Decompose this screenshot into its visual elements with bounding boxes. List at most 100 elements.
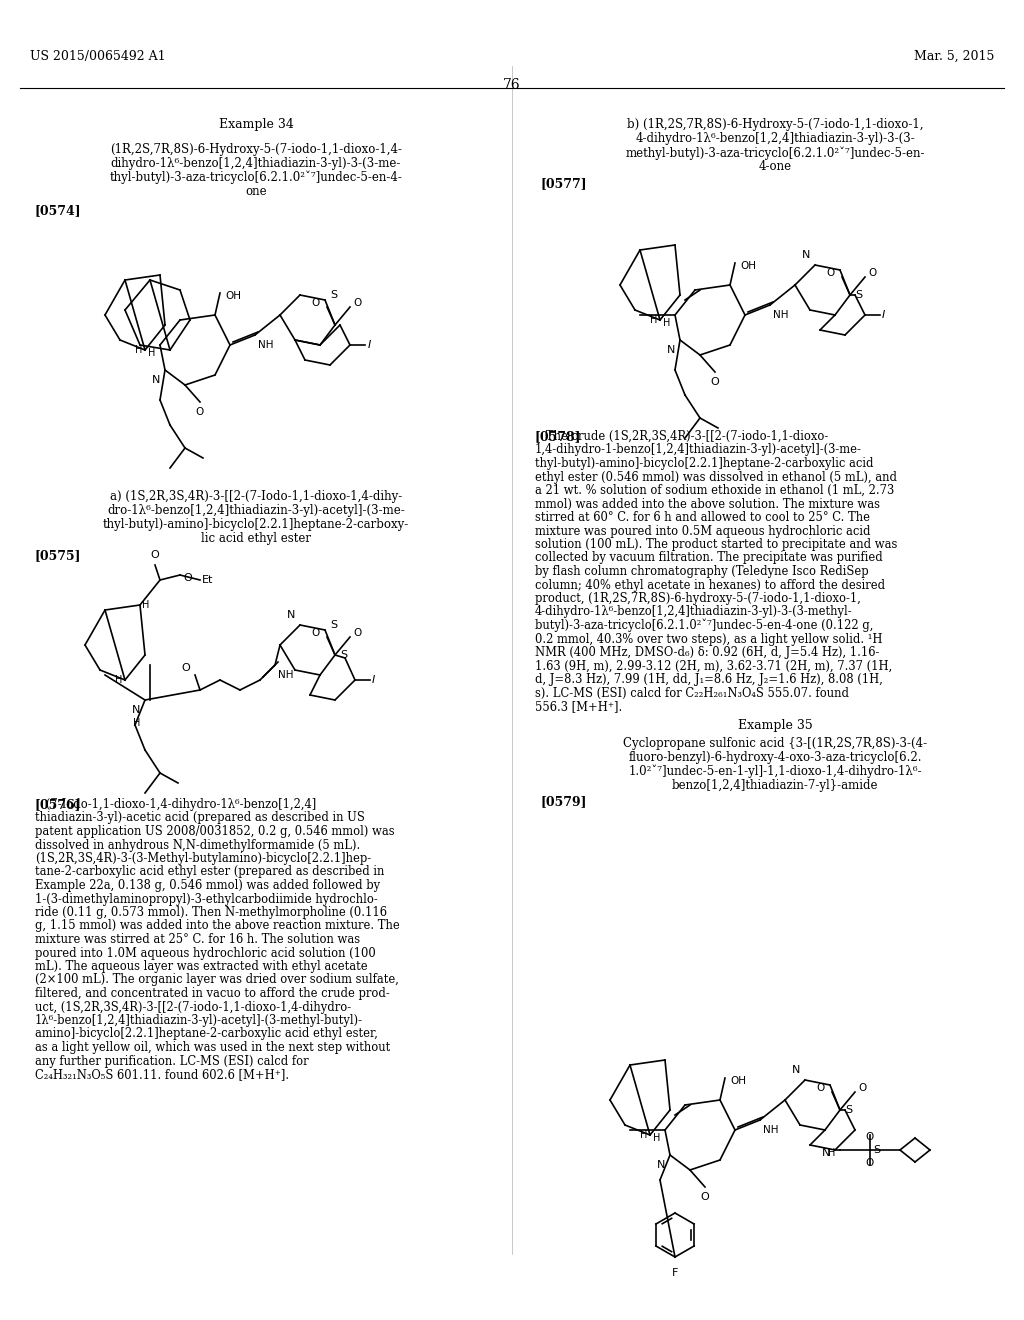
Text: Cyclopropane sulfonic acid {3-[(1R,2S,7R,8S)-3-(4-: Cyclopropane sulfonic acid {3-[(1R,2S,7R… — [623, 737, 927, 750]
Text: N: N — [656, 1160, 665, 1170]
Text: C₂₄H₃₂₁N₃O₅S 601.11. found 602.6 [M+H⁺].: C₂₄H₃₂₁N₃O₅S 601.11. found 602.6 [M+H⁺]. — [35, 1068, 289, 1081]
Text: Et: Et — [202, 576, 213, 585]
Text: OH: OH — [730, 1076, 746, 1086]
Text: F: F — [672, 1269, 678, 1278]
Text: N: N — [792, 1065, 800, 1074]
Text: OH: OH — [225, 290, 241, 301]
Text: Mar. 5, 2015: Mar. 5, 2015 — [913, 50, 994, 63]
Text: H: H — [147, 348, 155, 358]
Text: O: O — [868, 268, 877, 279]
Text: 556.3 [M+H⁺].: 556.3 [M+H⁺]. — [535, 700, 623, 713]
Text: NMR (400 MHz, DMSO-d₆) δ: 0.92 (6H, d, J=5.4 Hz), 1.16-: NMR (400 MHz, DMSO-d₆) δ: 0.92 (6H, d, J… — [535, 645, 880, 659]
Text: g, 1.15 mmol) was added into the above reaction mixture. The: g, 1.15 mmol) was added into the above r… — [35, 920, 399, 932]
Text: Example 34: Example 34 — [218, 117, 294, 131]
Text: Example 35: Example 35 — [737, 718, 812, 731]
Text: 1λ⁶-benzo[1,2,4]thiadiazin-3-yl)-acetyl]-(3-methyl-butyl)-: 1λ⁶-benzo[1,2,4]thiadiazin-3-yl)-acetyl]… — [35, 1014, 362, 1027]
Text: O: O — [711, 378, 720, 387]
Text: N: N — [821, 1148, 830, 1158]
Text: [0577]: [0577] — [540, 177, 587, 190]
Text: OH: OH — [740, 261, 756, 271]
Text: tane-2-carboxylic acid ethyl ester (prepared as described in: tane-2-carboxylic acid ethyl ester (prep… — [35, 866, 384, 879]
Text: NH: NH — [278, 671, 294, 680]
Text: S: S — [845, 1105, 852, 1115]
Text: one: one — [245, 185, 267, 198]
Text: H: H — [663, 318, 670, 327]
Text: O: O — [858, 1082, 866, 1093]
Text: S: S — [855, 290, 862, 300]
Text: 1,4-dihydro-1-benzo[1,2,4]thiadiazin-3-yl)-acetyl]-(3-me-: 1,4-dihydro-1-benzo[1,2,4]thiadiazin-3-y… — [535, 444, 862, 457]
Text: O: O — [826, 268, 835, 279]
Text: d, J=8.3 Hz), 7.99 (1H, dd, J₁=8.6 Hz, J₂=1.6 Hz), 8.08 (1H,: d, J=8.3 Hz), 7.99 (1H, dd, J₁=8.6 Hz, J… — [535, 673, 883, 686]
Text: 1.63 (9H, m), 2.99-3.12 (2H, m), 3.62-3.71 (2H, m), 7.37 (1H,: 1.63 (9H, m), 2.99-3.12 (2H, m), 3.62-3.… — [535, 660, 892, 672]
Text: 4-dihydro-1λ⁶-benzo[1,2,4]thiadiazin-3-yl)-3-(3-: 4-dihydro-1λ⁶-benzo[1,2,4]thiadiazin-3-y… — [635, 132, 914, 145]
Text: NH: NH — [258, 341, 273, 350]
Text: 76: 76 — [503, 78, 521, 92]
Text: patent application US 2008/0031852, 0.2 g, 0.546 mmol) was: patent application US 2008/0031852, 0.2 … — [35, 825, 394, 838]
Text: thyl-butyl)-amino]-bicyclo[2.2.1]heptane-2-carboxy-: thyl-butyl)-amino]-bicyclo[2.2.1]heptane… — [102, 517, 410, 531]
Text: 0.2 mmol, 40.3% over two steps), as a light yellow solid. ¹H: 0.2 mmol, 40.3% over two steps), as a li… — [535, 632, 883, 645]
Text: O: O — [817, 1082, 825, 1093]
Text: mmol) was added into the above solution. The mixture was: mmol) was added into the above solution.… — [535, 498, 880, 511]
Text: [0574]: [0574] — [35, 205, 82, 216]
Text: I: I — [882, 310, 886, 319]
Text: (1S,2R,3S,4R)-3-(3-Methyl-butylamino)-bicyclo[2.2.1]hep-: (1S,2R,3S,4R)-3-(3-Methyl-butylamino)-bi… — [35, 851, 371, 865]
Text: ethyl ester (0.546 mmol) was dissolved in ethanol (5 mL), and: ethyl ester (0.546 mmol) was dissolved i… — [535, 470, 897, 483]
Text: (1R,2S,7R,8S)-6-Hydroxy-5-(7-iodo-1,1-dioxo-1,4-: (1R,2S,7R,8S)-6-Hydroxy-5-(7-iodo-1,1-di… — [110, 143, 402, 156]
Text: any further purification. LC-MS (ESI) calcd for: any further purification. LC-MS (ESI) ca… — [35, 1055, 308, 1068]
Text: O: O — [353, 628, 361, 638]
Text: amino]-bicyclo[2.2.1]heptane-2-carboxylic acid ethyl ester,: amino]-bicyclo[2.2.1]heptane-2-carboxyli… — [35, 1027, 378, 1040]
Text: collected by vacuum filtration. The precipitate was purified: collected by vacuum filtration. The prec… — [535, 552, 883, 565]
Text: H: H — [652, 1133, 660, 1143]
Text: O: O — [866, 1158, 874, 1168]
Text: stirred at 60° C. for 6 h and allowed to cool to 25° C. The: stirred at 60° C. for 6 h and allowed to… — [535, 511, 870, 524]
Text: (7-Iodo-1,1-dioxo-1,4-dihydro-1λ⁶-benzo[1,2,4]: (7-Iodo-1,1-dioxo-1,4-dihydro-1λ⁶-benzo[… — [35, 799, 316, 810]
Text: N: N — [802, 249, 810, 260]
Text: uct, (1S,2R,3S,4R)-3-[[2-(7-iodo-1,1-dioxo-1,4-dihydro-: uct, (1S,2R,3S,4R)-3-[[2-(7-iodo-1,1-dio… — [35, 1001, 351, 1014]
Text: thyl-butyl)-amino]-bicyclo[2.2.1]heptane-2-carboxylic acid: thyl-butyl)-amino]-bicyclo[2.2.1]heptane… — [535, 457, 873, 470]
Text: N: N — [152, 375, 160, 385]
Text: S: S — [873, 1144, 880, 1155]
Text: by flash column chromatography (Teledyne Isco RediSep: by flash column chromatography (Teledyne… — [535, 565, 868, 578]
Text: 1.0²ˇ⁷]undec-5-en-1-yl]-1,1-dioxo-1,4-dihydro-1λ⁶-: 1.0²ˇ⁷]undec-5-en-1-yl]-1,1-dioxo-1,4-di… — [628, 764, 922, 777]
Text: butyl)-3-aza-tricyclo[6.2.1.0²ˇ⁷]undec-5-en-4-one (0.122 g,: butyl)-3-aza-tricyclo[6.2.1.0²ˇ⁷]undec-5… — [535, 619, 873, 632]
Text: H: H — [142, 601, 150, 610]
Text: (2×100 mL). The organic layer was dried over sodium sulfate,: (2×100 mL). The organic layer was dried … — [35, 974, 399, 986]
Text: The crude (1S,2R,3S,4R)-3-[[2-(7-iodo-1,1-dioxo-: The crude (1S,2R,3S,4R)-3-[[2-(7-iodo-1,… — [535, 430, 828, 444]
Text: filtered, and concentrated in vacuo to afford the crude prod-: filtered, and concentrated in vacuo to a… — [35, 987, 390, 1001]
Text: as a light yellow oil, which was used in the next step without: as a light yellow oil, which was used in… — [35, 1041, 390, 1053]
Text: ride (0.11 g, 0.573 mmol). Then N-methylmorpholine (0.116: ride (0.11 g, 0.573 mmol). Then N-methyl… — [35, 906, 387, 919]
Text: O: O — [866, 1133, 874, 1142]
Text: O: O — [196, 407, 204, 417]
Text: product, (1R,2S,7R,8S)-6-hydroxy-5-(7-iodo-1,1-dioxo-1,: product, (1R,2S,7R,8S)-6-hydroxy-5-(7-io… — [535, 591, 861, 605]
Text: a) (1S,2R,3S,4R)-3-[[2-(7-Iodo-1,1-dioxo-1,4-dihy-: a) (1S,2R,3S,4R)-3-[[2-(7-Iodo-1,1-dioxo… — [110, 490, 402, 503]
Text: Example 22a, 0.138 g, 0.546 mmol) was added followed by: Example 22a, 0.138 g, 0.546 mmol) was ad… — [35, 879, 380, 892]
Text: [0575]: [0575] — [35, 549, 82, 562]
Text: a 21 wt. % solution of sodium ethoxide in ethanol (1 mL, 2.73: a 21 wt. % solution of sodium ethoxide i… — [535, 484, 894, 498]
Text: O: O — [700, 1192, 710, 1203]
Text: I: I — [368, 341, 372, 350]
Text: O: O — [183, 573, 191, 583]
Text: [0578]: [0578] — [535, 430, 582, 444]
Text: dissolved in anhydrous N,N-dimethylformamide (5 mL).: dissolved in anhydrous N,N-dimethylforma… — [35, 838, 360, 851]
Text: H: H — [135, 345, 142, 355]
Text: 1-(3-dimethylaminopropyl)-3-ethylcarbodiimide hydrochlo-: 1-(3-dimethylaminopropyl)-3-ethylcarbodi… — [35, 892, 378, 906]
Text: methyl-butyl)-3-aza-tricyclo[6.2.1.0²ˇ⁷]undec-5-en-: methyl-butyl)-3-aza-tricyclo[6.2.1.0²ˇ⁷]… — [626, 147, 925, 160]
Text: O: O — [151, 550, 160, 560]
Text: I: I — [372, 675, 375, 685]
Text: poured into 1.0M aqueous hydrochloric acid solution (100: poured into 1.0M aqueous hydrochloric ac… — [35, 946, 376, 960]
Text: US 2015/0065492 A1: US 2015/0065492 A1 — [30, 50, 166, 63]
Text: lic acid ethyl ester: lic acid ethyl ester — [201, 532, 311, 545]
Text: fluoro-benzyl)-6-hydroxy-4-oxo-3-aza-tricyclo[6.2.: fluoro-benzyl)-6-hydroxy-4-oxo-3-aza-tri… — [629, 751, 922, 763]
Text: [0579]: [0579] — [540, 796, 587, 808]
Text: dro-1λ⁶-benzo[1,2,4]thiadiazin-3-yl)-acetyl]-(3-me-: dro-1λ⁶-benzo[1,2,4]thiadiazin-3-yl)-ace… — [108, 504, 404, 517]
Text: thyl-butyl)-3-aza-tricyclo[6.2.1.0²ˇ⁷]undec-5-en-4-: thyl-butyl)-3-aza-tricyclo[6.2.1.0²ˇ⁷]un… — [110, 172, 402, 185]
Text: N: N — [132, 705, 140, 715]
Text: b) (1R,2S,7R,8S)-6-Hydroxy-5-(7-iodo-1,1-dioxo-1,: b) (1R,2S,7R,8S)-6-Hydroxy-5-(7-iodo-1,1… — [627, 117, 924, 131]
Text: [0576]: [0576] — [35, 799, 82, 810]
Text: column; 40% ethyl acetate in hexanes) to afford the desired: column; 40% ethyl acetate in hexanes) to… — [535, 578, 885, 591]
Text: S: S — [340, 649, 347, 660]
Text: H: H — [115, 675, 123, 685]
Text: dihydro-1λ⁶-benzo[1,2,4]thiadiazin-3-yl)-3-(3-me-: dihydro-1λ⁶-benzo[1,2,4]thiadiazin-3-yl)… — [111, 157, 401, 170]
Text: H: H — [827, 1148, 835, 1158]
Text: thiadiazin-3-yl)-acetic acid (prepared as described in US: thiadiazin-3-yl)-acetic acid (prepared a… — [35, 812, 365, 825]
